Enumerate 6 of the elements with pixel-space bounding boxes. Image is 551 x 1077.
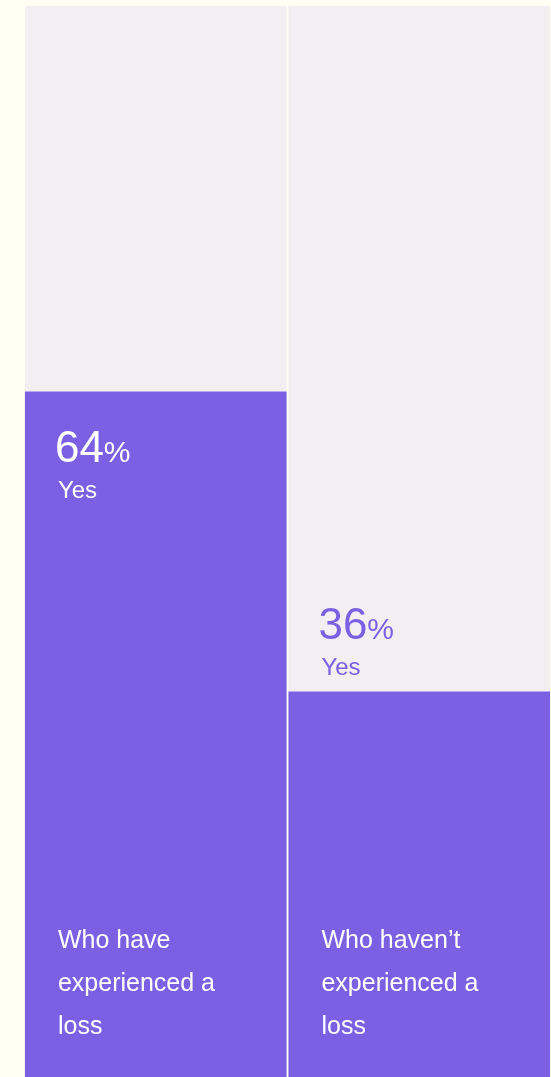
data-label: 64% (54, 421, 131, 471)
x-tick-label: Who haven’t experienced a loss (321, 925, 479, 1039)
series-label: Yes (321, 653, 361, 681)
x-tick-label: Who have experienced a loss (57, 925, 216, 1039)
data-label: 36% (318, 599, 395, 649)
text: Yes (57, 475, 98, 503)
